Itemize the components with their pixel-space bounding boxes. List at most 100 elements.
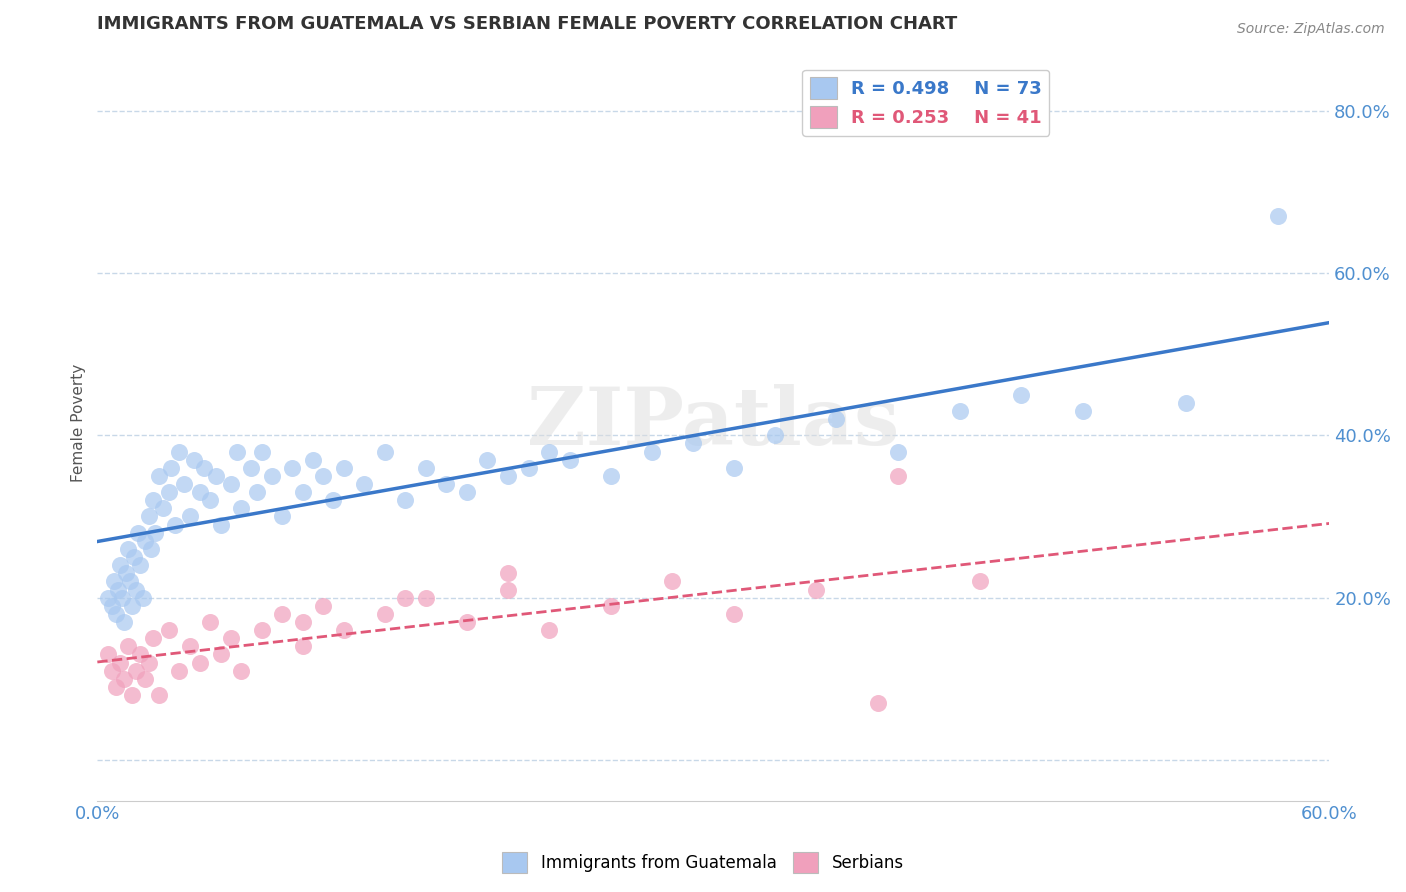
Point [165,517,187,532]
Point [111,591,134,605]
Point [179,509,201,524]
Point [107,582,129,597]
Point [104,680,127,694]
Point [496,582,519,597]
Y-axis label: Female Poverty: Female Poverty [72,364,86,483]
Legend: Immigrants from Guatemala, Serbians: Immigrants from Guatemala, Serbians [496,846,910,880]
Point [121,688,143,702]
Point [1071,404,1094,418]
Point [291,615,314,629]
Point [124,550,146,565]
Text: IMMIGRANTS FROM GUATEMALA VS SERBIAN FEMALE POVERTY CORRELATION CHART: IMMIGRANTS FROM GUATEMALA VS SERBIAN FEM… [97,15,957,33]
Point [121,599,143,613]
Point [205,469,228,483]
Point [200,615,222,629]
Text: ZIPatlas: ZIPatlas [527,384,900,462]
Point [112,615,135,629]
Point [1174,396,1197,410]
Point [1267,209,1289,223]
Point [127,525,149,540]
Point [117,640,139,654]
Point [538,444,561,458]
Point [538,623,561,637]
Point [682,436,704,450]
Point [250,623,273,637]
Point [138,656,160,670]
Point [138,509,160,524]
Point [260,469,283,483]
Point [434,477,457,491]
Point [219,632,242,646]
Point [415,460,437,475]
Point [887,444,910,458]
Point [723,460,745,475]
Point [134,672,156,686]
Point [332,623,354,637]
Point [949,404,972,418]
Point [291,485,314,500]
Point [229,664,252,678]
Point [193,460,215,475]
Point [100,599,122,613]
Point [229,501,252,516]
Point [200,493,222,508]
Text: Source: ZipAtlas.com: Source: ZipAtlas.com [1237,22,1385,37]
Point [226,444,249,458]
Point [143,525,166,540]
Point [117,541,139,556]
Point [763,428,786,442]
Point [169,664,191,678]
Point [152,501,174,516]
Point [353,477,375,491]
Point [250,444,273,458]
Point [129,648,152,662]
Point [312,599,335,613]
Point [374,607,396,621]
Point [496,566,519,581]
Point [97,591,120,605]
Point [160,460,183,475]
Point [271,607,294,621]
Point [825,412,848,426]
Point [661,574,683,589]
Point [142,632,165,646]
Point [1010,388,1032,402]
Point [558,452,581,467]
Point [332,460,354,475]
Point [477,452,499,467]
Point [496,469,519,483]
Point [148,688,170,702]
Point [291,640,314,654]
Point [599,469,621,483]
Point [125,664,148,678]
Point [112,672,135,686]
Point [125,582,148,597]
Point [312,469,335,483]
Point [394,591,416,605]
Point [887,469,910,483]
Point [148,469,170,483]
Point [456,485,478,500]
Point [302,452,325,467]
Point [115,566,138,581]
Point [374,444,396,458]
Point [415,591,437,605]
Point [209,517,232,532]
Point [120,574,142,589]
Point [394,493,416,508]
Point [129,558,152,573]
Point [240,460,263,475]
Point [188,656,211,670]
Point [179,640,201,654]
Point [173,477,195,491]
Point [599,599,621,613]
Point [157,623,180,637]
Point [209,648,232,662]
Point [183,452,205,467]
Point [131,591,153,605]
Point [219,477,242,491]
Point [641,444,664,458]
Point [246,485,269,500]
Point [517,460,540,475]
Point [97,648,120,662]
